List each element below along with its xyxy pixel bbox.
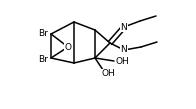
- Text: N: N: [121, 45, 127, 54]
- Text: Br: Br: [38, 28, 48, 37]
- Text: Br: Br: [38, 54, 48, 64]
- Text: OH: OH: [116, 56, 130, 66]
- Text: N: N: [121, 22, 127, 32]
- Text: OH: OH: [101, 70, 115, 78]
- Text: O: O: [64, 43, 72, 51]
